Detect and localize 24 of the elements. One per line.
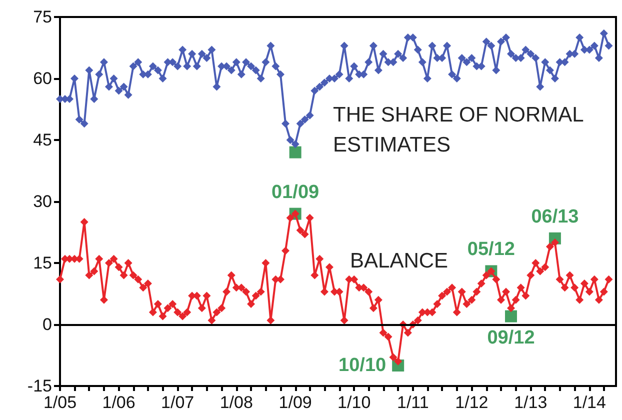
series-label: BALANCE	[350, 250, 448, 272]
x-tick-label: 1/12	[455, 393, 488, 412]
x-tick-label: 1/05	[43, 393, 77, 412]
series-label: THE SHARE OF NORMAL ESTIMATES	[333, 104, 589, 156]
annotation: 01/09	[272, 182, 320, 203]
y-tick-label: 30	[33, 192, 52, 211]
annotation: 09/12	[487, 327, 535, 348]
x-tick-label: 1/06	[102, 393, 136, 412]
x-tick-label: 1/10	[338, 393, 371, 412]
y-tick-label: 75	[33, 8, 52, 26]
x-tick-label: 1/11	[396, 393, 429, 412]
x-tick-label: 1/07	[161, 393, 194, 412]
annotation: 06/13	[531, 206, 579, 228]
y-tick-label: 60	[33, 69, 52, 88]
y-tick-label: 45	[33, 130, 52, 150]
x-tick-label: 1/14	[572, 393, 606, 412]
y-tick-label: -15	[27, 376, 52, 396]
y-tick-label: 0	[42, 315, 52, 334]
x-tick-label: 1/13	[514, 393, 548, 412]
x-tick-label: 1/09	[278, 393, 312, 412]
x-tick-label: 1/08	[220, 393, 253, 412]
y-tick-label: 15	[33, 254, 52, 272]
annotation: 10/10	[338, 355, 386, 376]
annotation: 05/12	[467, 239, 515, 260]
